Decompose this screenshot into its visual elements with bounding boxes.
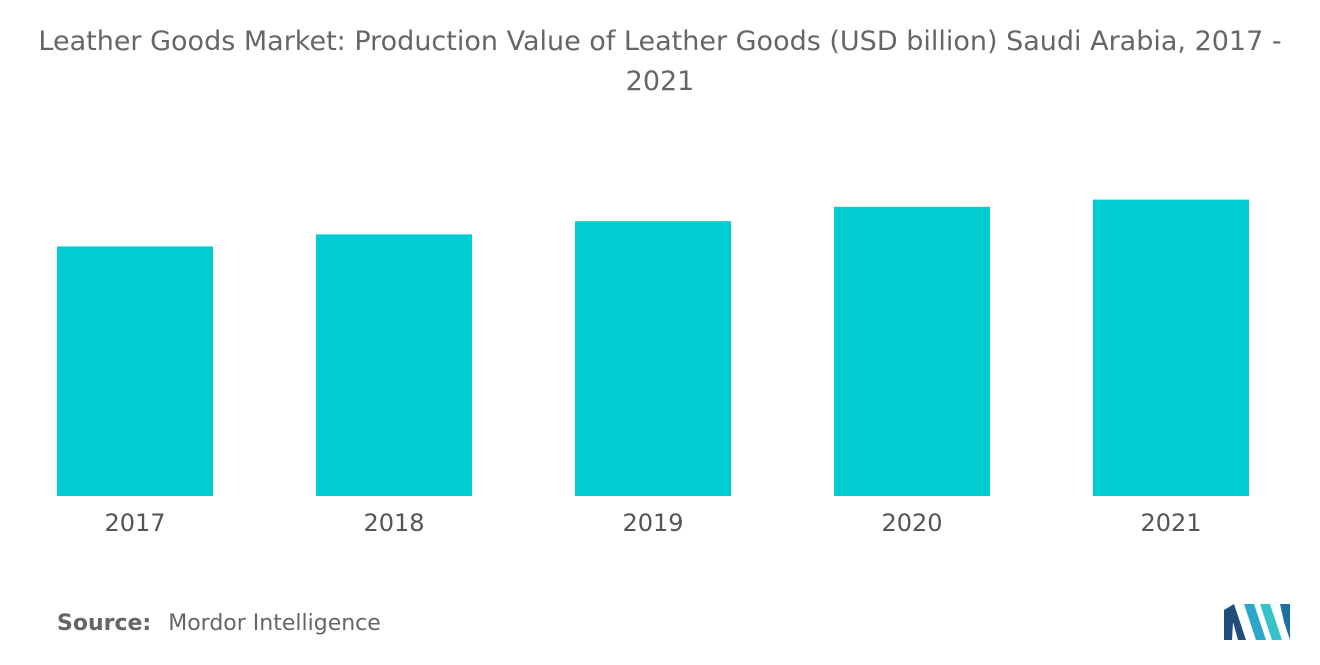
bars-group [57,199,1249,497]
source-label: Source: [57,611,152,636]
source-text: Mordor Intelligence [168,611,381,636]
x-axis-tick-labels: 2017 2018 2019 2020 2021 [104,509,1201,537]
bar-2018 [316,234,472,496]
x-tick-label-2020: 2020 [881,509,942,537]
mordor-intelligence-logo-icon [1224,604,1290,640]
bar-2019 [575,221,731,496]
x-tick-label-2018: 2018 [363,509,424,537]
source-note: Source: Mordor Intelligence [57,611,381,636]
bar-2017 [57,246,213,496]
chart-title: Leather Goods Market: Production Value o… [38,26,1282,97]
bar-2020 [834,206,990,497]
x-tick-label-2021: 2021 [1140,509,1201,537]
x-tick-label-2019: 2019 [622,509,683,537]
bar-2021 [1093,199,1249,496]
x-tick-label-2017: 2017 [104,509,165,537]
